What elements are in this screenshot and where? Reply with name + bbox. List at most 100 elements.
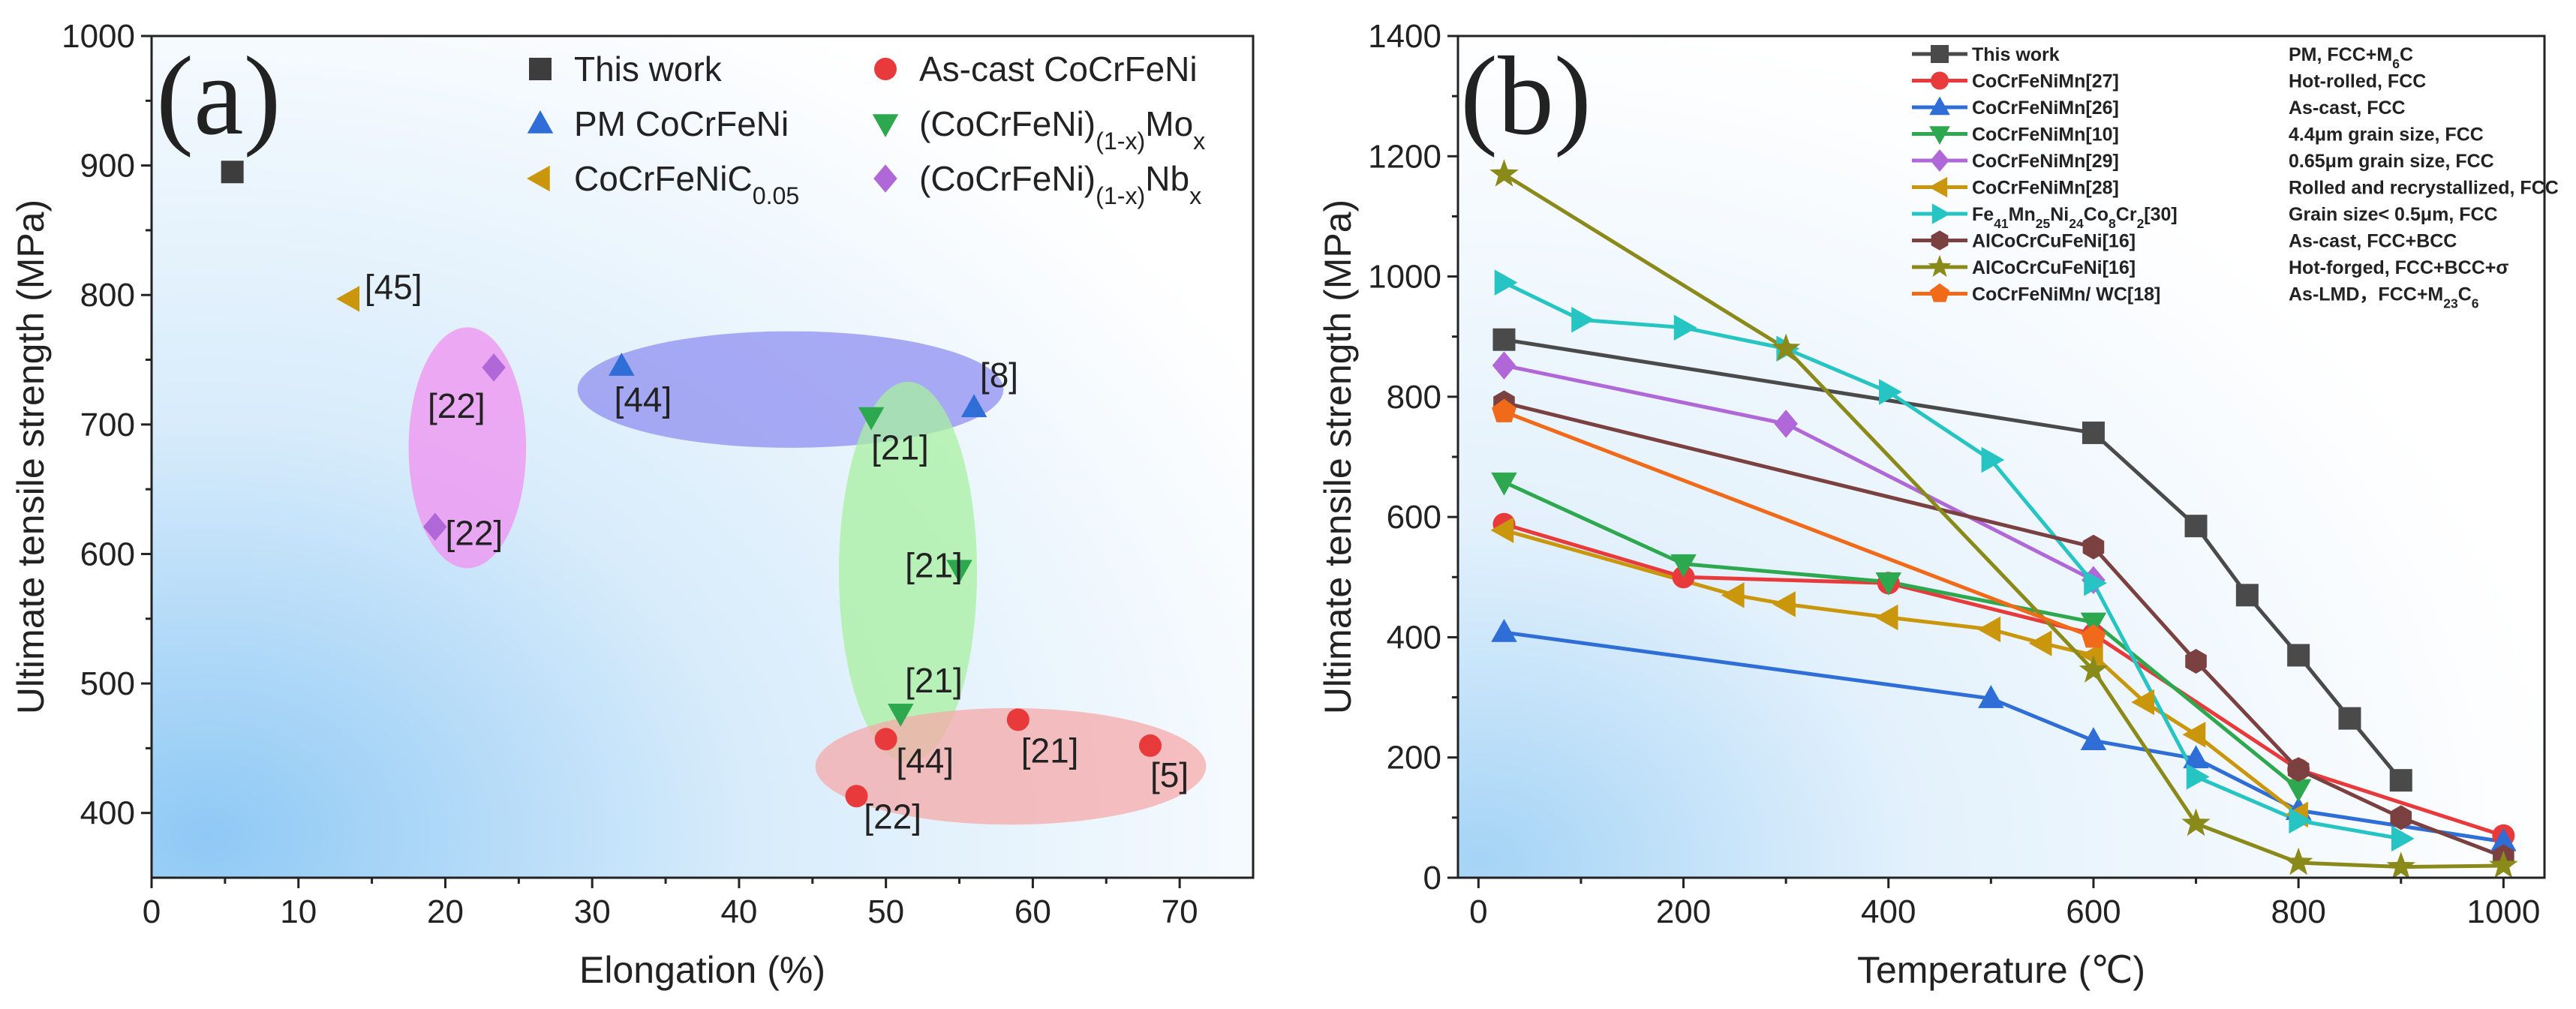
legend-name-b: AlCoCrCuFeNi[16] — [1972, 257, 2136, 278]
y-axis-title-a: Ultimate tensile strength (MPa) — [10, 200, 52, 714]
y-tick-label-a: 1000 — [62, 18, 135, 55]
data-point-b — [1771, 333, 1801, 362]
legend-condition-b: Hot-forged, FCC+BCC+σ — [2289, 257, 2508, 278]
legend-name-b: CoCrFeNiMn[29] — [1972, 151, 2119, 172]
x-tick-label-b: 800 — [2271, 893, 2325, 930]
data-point-a — [336, 286, 359, 312]
data-point-b — [2131, 689, 2154, 716]
legend-marker-a — [527, 165, 550, 192]
data-point-b — [1492, 328, 1516, 351]
legend-marker-b — [1929, 96, 1950, 116]
x-tick-label-a: 50 — [867, 893, 904, 930]
x-tick-label-a: 30 — [574, 893, 611, 930]
data-point-b — [2287, 644, 2310, 667]
x-tick-label-b: 0 — [1469, 893, 1487, 930]
legend-b: This work PM, FCC+M6C CoCrFeNiMn[27] Hot-ro… — [1912, 44, 2559, 311]
data-point-b — [2389, 769, 2412, 792]
legend-name-b: Fe41Mn25Ni24Co8Cr2[30] — [1972, 204, 2178, 231]
data-point-b — [1772, 591, 1796, 617]
data-point-b — [2287, 757, 2310, 782]
legend-condition-b: Hot-rolled, FCC — [2289, 71, 2426, 92]
legend-marker-a — [527, 110, 554, 134]
legend-condition-b: 4.4μm grain size, FCC — [2289, 125, 2484, 146]
data-point-b — [2084, 570, 2107, 596]
data-point-b — [1491, 619, 1517, 642]
data-point-a — [1138, 734, 1162, 757]
data-point-b — [2080, 612, 2107, 636]
legend-a: This work As-cast CoCrFeNi PM CoCrFeNi (CoC… — [527, 50, 1205, 209]
y-tick-label-b: 1400 — [1368, 18, 1441, 55]
data-point-b — [1981, 446, 2005, 473]
legend-name-b: This work — [1972, 44, 2060, 65]
data-point-b — [2235, 584, 2259, 607]
y-tick-label-b: 1000 — [1368, 259, 1441, 296]
data-point-b — [1490, 517, 1514, 544]
data-point-a — [609, 353, 635, 376]
y-tick-label-b: 600 — [1387, 499, 1441, 536]
x-tick-label-a: 40 — [720, 893, 757, 930]
annotation-label-a: [21] — [1021, 731, 1079, 770]
data-point-b — [2283, 847, 2313, 875]
legend-marker-b — [1931, 230, 1949, 251]
data-point-a — [946, 560, 972, 584]
data-point-b — [2391, 825, 2415, 852]
data-point-b — [1494, 269, 1518, 296]
data-point-b — [2285, 779, 2312, 803]
data-point-b — [1673, 314, 1697, 341]
legend-condition-b: Rolled and recrystallized, FCC — [2289, 178, 2559, 199]
x-tick-label-a: 10 — [280, 893, 317, 930]
data-point-a — [1006, 708, 1029, 731]
legend-condition-b: As-cast, FCC+BCC — [2289, 231, 2457, 252]
data-point-b — [2186, 764, 2210, 790]
data-point-b — [2079, 655, 2109, 683]
annotation-label-a: [22] — [428, 386, 485, 425]
annotation-label-a: [44] — [615, 380, 672, 419]
data-point-b — [2289, 807, 2313, 834]
legend-name-b: CoCrFeNiMn[27] — [1972, 71, 2119, 92]
data-point-b — [2386, 851, 2416, 879]
series-line-b — [1503, 281, 2402, 841]
x-tick-label-a: 0 — [143, 893, 161, 930]
legend-marker-a — [874, 58, 897, 80]
legend-marker-a — [873, 164, 897, 193]
data-point-b — [2390, 805, 2412, 830]
axis-frame-b — [1456, 35, 2546, 879]
data-point-b — [1878, 379, 1902, 405]
data-point-b — [2082, 534, 2105, 560]
data-point-b — [2079, 642, 2103, 668]
data-point-b — [2028, 630, 2052, 656]
annotation-label-a: [45] — [365, 267, 422, 306]
data-point-b — [1875, 572, 1901, 596]
y-axis-title-b: Ultimate tensile strength (MPa) — [1317, 200, 1359, 714]
series-line-b — [1503, 522, 2505, 838]
data-point-b — [1721, 582, 1745, 608]
annotation-label-a: [8] — [980, 356, 1018, 395]
legend-label-a: PM CoCrFeNi — [574, 104, 789, 143]
legend-marker-b — [1931, 45, 1949, 63]
pink-region — [408, 327, 527, 569]
green-region — [839, 381, 978, 763]
series-line-b — [1503, 528, 2300, 816]
legend-marker-b — [1931, 71, 1949, 90]
annotation-label-a: [5] — [1150, 755, 1189, 794]
annotation-label-a: [21] — [905, 546, 963, 585]
y-tick-label-a: 400 — [80, 795, 135, 832]
y-tick-label-b: 0 — [1423, 860, 1441, 896]
legend-label-a: CoCrFeNiC0.05 — [574, 159, 799, 209]
annotation-label-a: [22] — [445, 513, 503, 552]
data-point-a — [482, 353, 506, 382]
legend-marker-b — [1928, 176, 1948, 198]
legend-marker-a — [529, 58, 552, 80]
legend-marker-b — [1930, 149, 1949, 172]
panel-b-line-chart: 0 200 400 600 800 1000 0 200 400 600 800 1000 1200 14… — [1317, 18, 2559, 991]
legend-condition-b: PM, FCC+M6C — [2289, 44, 2413, 71]
panel-a-scatter-chart: 0 10 20 30 40 50 60 70 400 500 600 700 800 900 1000 [4… — [10, 18, 1255, 991]
x-tick-label-b: 400 — [1861, 893, 1916, 930]
y-tick-label-a: 900 — [80, 148, 135, 185]
legend-name-b: AlCoCrCuFeNi[16] — [1972, 231, 2136, 252]
red-region — [815, 707, 1207, 825]
legend-label-a: As-cast CoCrFeNi — [919, 50, 1198, 89]
data-point-b — [1492, 351, 1516, 380]
data-point-b — [1670, 554, 1697, 578]
